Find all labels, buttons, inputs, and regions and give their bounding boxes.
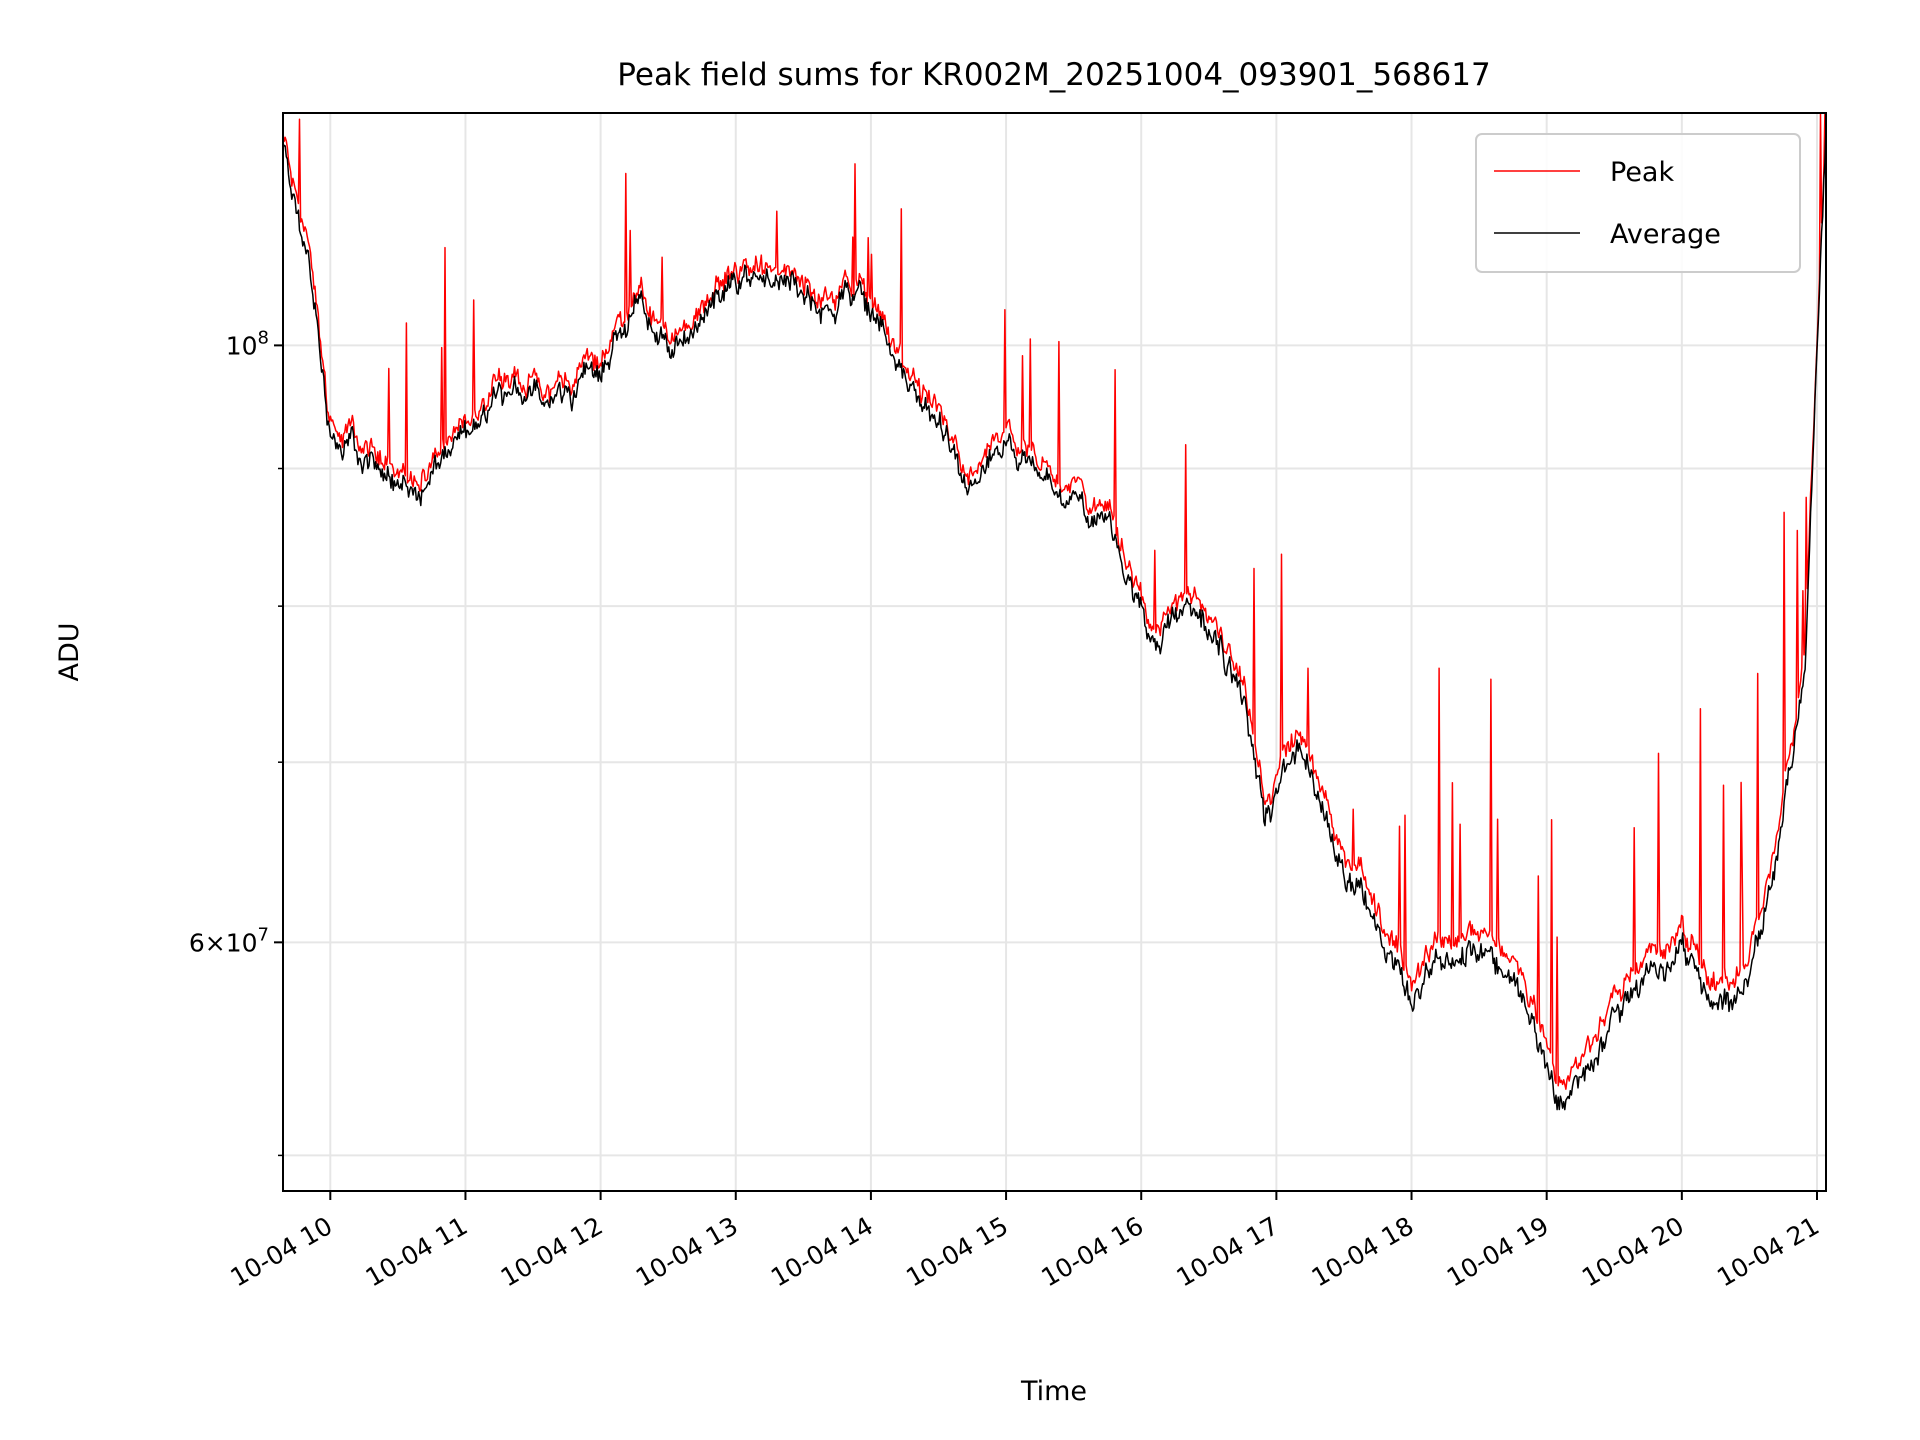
average-series-line xyxy=(282,126,1827,1111)
x-axis-label: Time xyxy=(1020,1376,1087,1407)
legend-average-label: Average xyxy=(1610,219,1721,250)
y-tick-label: 6×107 xyxy=(189,924,269,957)
series-lines xyxy=(282,112,1827,1111)
grid-lines xyxy=(283,113,1826,1191)
legend-box xyxy=(1475,133,1801,273)
legend: Peak Average xyxy=(1475,133,1801,273)
y-tick-label: 108 xyxy=(226,327,269,360)
peak-series-line xyxy=(282,112,1827,1090)
y-axis-label: ADU xyxy=(54,622,85,681)
plot-area-frame xyxy=(282,112,1827,1192)
chart-title: Peak field sums for KR002M_20251004_0939… xyxy=(617,57,1490,93)
legend-peak-label: Peak xyxy=(1610,157,1674,188)
